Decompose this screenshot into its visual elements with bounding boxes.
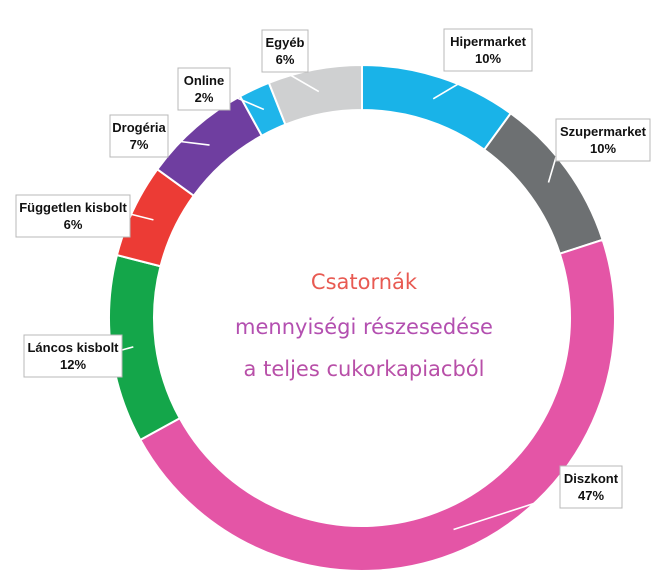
- slice-hipermarket: [361, 63, 513, 152]
- slice-label-name: Szupermarket: [560, 124, 647, 139]
- label-egyéb: Egyéb 6%: [261, 29, 309, 73]
- slice-label-name: Láncos kisbolt: [27, 340, 119, 355]
- label-box: [23, 334, 123, 378]
- slice-label-value: 7%: [130, 137, 149, 152]
- label-box: [443, 28, 533, 72]
- label-drogéria: Drogéria 7%: [109, 114, 169, 158]
- slice-label-value: 10%: [590, 141, 616, 156]
- leader-line: [453, 494, 561, 531]
- slice-label-value: 10%: [475, 51, 501, 66]
- leader-lines-layer: [121, 70, 561, 531]
- labels-layer: Hipermarket 10% Szupermarket 10% Diszkont 47%…: [15, 28, 651, 509]
- label-online: Online 2%: [177, 67, 231, 111]
- label-box: [177, 67, 231, 111]
- slice-drogéria: [155, 94, 264, 198]
- slices-layer: [107, 63, 616, 572]
- label-diszkont: Diszkont 47%: [559, 465, 623, 509]
- slice-label-value: 12%: [60, 357, 86, 372]
- slice-label-value: 2%: [195, 90, 214, 105]
- leader-line: [432, 70, 481, 100]
- label-láncos-kisbolt: Láncos kisbolt 12%: [23, 334, 123, 378]
- slice-label-value: 47%: [578, 488, 604, 503]
- leader-line: [284, 71, 320, 93]
- label-box: [109, 114, 169, 158]
- leader-line: [167, 139, 210, 146]
- center-title-line-2: mennyiségi részesedése: [235, 315, 493, 339]
- leader-line: [547, 156, 557, 183]
- label-box: [261, 29, 309, 73]
- center-title: Csatornák mennyiségi részesedése a telje…: [235, 270, 493, 381]
- slice-label-name: Független kisbolt: [19, 200, 127, 215]
- slice-label-name: Drogéria: [112, 120, 166, 135]
- label-box: [555, 118, 651, 162]
- leader-line: [229, 94, 265, 111]
- label-box: [15, 194, 131, 238]
- label-box: [559, 465, 623, 509]
- slice-label-name: Hipermarket: [450, 34, 527, 49]
- leader-line: [129, 213, 154, 221]
- label-független-kisbolt: Független kisbolt 6%: [15, 194, 131, 238]
- leader-line: [121, 346, 134, 351]
- slice-egyéb: [267, 63, 363, 126]
- label-hipermarket: Hipermarket 10%: [443, 28, 533, 72]
- label-szupermarket: Szupermarket 10%: [555, 118, 651, 162]
- slice-label-name: Diszkont: [564, 471, 619, 486]
- slice-label-value: 6%: [276, 52, 295, 67]
- center-title-line-1: Csatornák: [311, 270, 418, 294]
- slice-label-name: Egyéb: [265, 35, 304, 50]
- center-title-line-3: a teljes cukorkapiacból: [244, 357, 485, 381]
- slice-label-name: Online: [184, 73, 224, 88]
- slice-label-value: 6%: [64, 217, 83, 232]
